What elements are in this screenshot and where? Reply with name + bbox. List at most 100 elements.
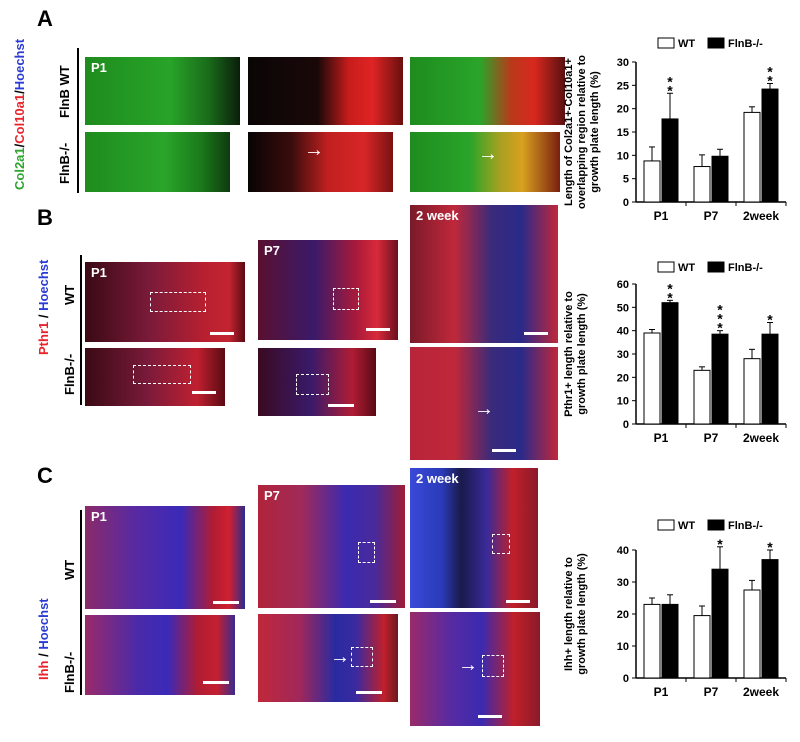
image-a-ko-green <box>85 132 230 192</box>
y-tick-label: 20 <box>617 104 629 116</box>
significance-mark: * <box>717 311 723 327</box>
panel-letter-c: C <box>37 463 53 488</box>
arrow-icon: → <box>304 139 324 161</box>
chart-c: WT FlnB-/- Ihh+ length relative to growth p… <box>563 519 787 699</box>
bar-wt <box>643 332 661 425</box>
legend-swatch <box>707 519 725 531</box>
y-tick-label: 5 <box>623 174 629 186</box>
scale-bar <box>213 601 239 604</box>
stain-red-label: Ihh <box>36 660 51 681</box>
image-c-ko-p7: → <box>258 614 398 702</box>
significance-mark: * <box>767 63 773 79</box>
y-tick-label: 20 <box>617 609 629 621</box>
arrow-icon: → <box>474 398 494 420</box>
y-tick-label: 0 <box>623 419 629 431</box>
scale-bar <box>328 404 354 407</box>
arrow-icon: → <box>458 654 478 676</box>
stain-sep: / <box>36 310 51 322</box>
panel-letter-b: B <box>37 205 53 230</box>
legend-label: FlnB-/- <box>728 38 763 50</box>
arrow-icon: → <box>478 143 498 165</box>
y-tick-label: 50 <box>617 302 629 314</box>
stain-legend-b: Pthr1 / Hoechst <box>36 260 51 355</box>
roi-box <box>133 365 191 384</box>
image-tag: 2 week <box>416 208 459 223</box>
arrow-icon: → <box>330 646 350 668</box>
image-a-wt-red <box>248 57 403 125</box>
legend-label: WT <box>678 262 695 274</box>
scale-bar <box>192 391 216 394</box>
bar-wt <box>693 615 711 679</box>
roi-box <box>358 542 375 563</box>
stain-sep: / <box>12 143 27 148</box>
bar-wt <box>693 369 711 425</box>
bar-wt <box>693 166 711 203</box>
bar-ko <box>711 568 729 679</box>
roi-box <box>492 534 510 554</box>
bar-ko <box>661 118 679 203</box>
scale-bar <box>478 715 502 718</box>
legend-label: WT <box>678 520 695 532</box>
legend-swatch <box>657 261 675 273</box>
x-tick-label: P1 <box>654 431 669 445</box>
x-tick-label: P1 <box>654 685 669 699</box>
image-a-ko-merge: → <box>410 132 560 192</box>
significance-mark: * <box>667 289 673 305</box>
significance-mark: * <box>767 312 773 328</box>
row-label-ko-b: FlnB-/- <box>62 353 77 395</box>
scale-bar <box>210 332 234 335</box>
chart-a: WT FlnB-/- Length of Col2a1+-Col10a1+ overl… <box>563 37 787 223</box>
y-tick-label: 0 <box>623 197 629 209</box>
stain-sep: / <box>36 649 51 661</box>
row-label-ko-a: FlnB-/- <box>57 142 72 184</box>
bar-wt <box>643 603 661 679</box>
stain-green-label: Col2a1 <box>12 147 27 190</box>
chart-b: WT FlnB-/- Pthr1+ length relative to growth… <box>563 261 787 445</box>
roi-box <box>351 647 373 667</box>
significance-mark: * <box>667 73 673 89</box>
legend-label: FlnB-/- <box>728 520 763 532</box>
image-tag: 2 week <box>416 471 459 486</box>
significance-mark: * <box>667 280 673 296</box>
y-tick-label: 25 <box>617 80 629 92</box>
image-tag: P7 <box>264 243 280 258</box>
bar-ko <box>661 302 679 425</box>
y-tick-label: 10 <box>617 641 629 653</box>
bar-wt <box>743 589 761 679</box>
image-c-wt-p7: P7 <box>258 485 405 608</box>
roi-box <box>296 374 329 395</box>
x-tick-label: P7 <box>704 685 719 699</box>
y-tick-label: 30 <box>617 349 629 361</box>
significance-mark: * <box>767 539 773 555</box>
row-divider-b <box>80 255 82 405</box>
panel-letter-a: A <box>37 6 53 31</box>
image-a-ko-red: → <box>248 132 393 192</box>
legend-label: WT <box>678 38 695 50</box>
image-tag: P1 <box>91 265 107 280</box>
image-b-ko-p7 <box>258 348 376 416</box>
row-label-wt-c: WT <box>62 559 77 580</box>
image-b-wt-p1: P1 <box>85 262 245 342</box>
stain-sep: / <box>12 90 27 94</box>
row-divider-a <box>77 48 79 193</box>
y-tick-label: 60 <box>617 279 629 291</box>
image-c-ko-2week: → <box>410 612 540 726</box>
bar-wt <box>743 358 761 425</box>
significance-mark: * <box>767 72 773 88</box>
image-a-wt-merge-green: P1 <box>85 57 240 125</box>
image-b-ko-2week: → <box>410 347 558 460</box>
roi-box <box>482 655 504 677</box>
roi-box <box>333 288 359 310</box>
scale-bar <box>366 328 390 331</box>
scale-bar <box>203 681 229 684</box>
scale-bar <box>356 691 382 694</box>
image-a-wt-merge <box>410 57 565 125</box>
y-tick-label: 15 <box>617 127 629 139</box>
y-axis-label: growth plate length (%) <box>576 293 588 415</box>
y-tick-label: 10 <box>617 150 629 162</box>
y-tick-label: 10 <box>617 396 629 408</box>
image-tag: P1 <box>91 509 107 524</box>
scale-bar <box>492 449 516 452</box>
stain-red-label: Col10a1 <box>12 93 27 144</box>
bar-wt <box>643 160 661 203</box>
